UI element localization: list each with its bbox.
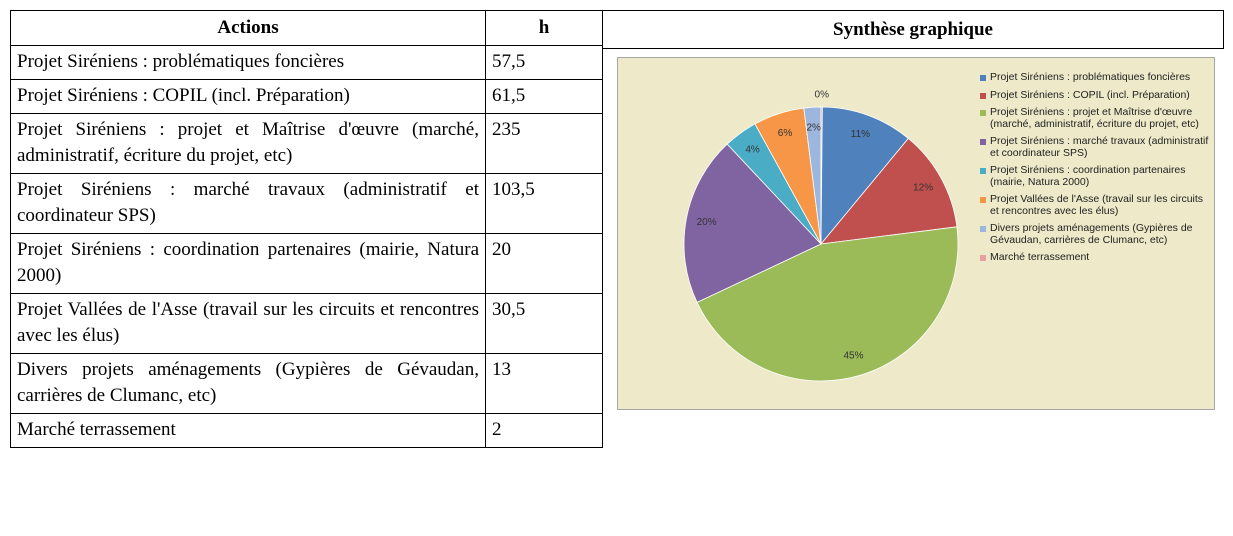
hours-cell: 20 (485, 233, 603, 294)
table-row: Projet Siréniens : projet et Maîtrise d'… (10, 113, 603, 174)
legend-swatch (980, 92, 986, 99)
legend: Projet Siréniens : problématiques fonciè… (980, 71, 1212, 270)
action-cell: Projet Siréniens : coordination partenai… (10, 233, 486, 294)
legend-label: Projet Siréniens : marché travaux (admin… (990, 135, 1209, 159)
slice-label: 12% (913, 183, 933, 194)
slice-label: 4% (745, 144, 760, 155)
pie-chart: 11% 12% 45% 20% 4% 6% 2% 0% (683, 90, 959, 382)
legend-label: Projet Siréniens : problématiques fonciè… (990, 71, 1191, 83)
legend-swatch (980, 139, 986, 145)
legend-item: Projet Siréniens : problématiques fonciè… (980, 71, 1212, 84)
hours-cell: 13 (485, 353, 603, 414)
hours-cell: 61,5 (485, 79, 603, 114)
legend-swatch (980, 168, 986, 174)
legend-label: Projet Siréniens : coordination partenai… (990, 164, 1186, 188)
hours-cell: 235 (485, 113, 603, 174)
legend-swatch (980, 197, 986, 203)
table-row: Projet Siréniens : marché travaux (admin… (10, 173, 603, 234)
table-row: Marché terrassement 2 (10, 413, 603, 448)
legend-item: Projet Siréniens : projet et Maîtrise d'… (980, 106, 1212, 130)
legend-swatch (980, 75, 986, 81)
table-row: Divers projets aménagements (Gypières de… (10, 353, 603, 414)
pie-slice (820, 137, 958, 245)
slice-label: 20% (697, 217, 717, 228)
legend-swatch (980, 226, 986, 232)
slice-label: 45% (843, 350, 863, 361)
hours-cell: 57,5 (485, 45, 603, 80)
legend-item: Divers projets aménagements (Gypières de… (980, 222, 1212, 246)
pie-slice (683, 143, 822, 303)
header-row: Actions h (10, 10, 603, 46)
slice-label: 11% (851, 129, 870, 140)
action-cell: Projet Vallées de l'Asse (travail sur le… (10, 293, 486, 354)
table-row: Projet Vallées de l'Asse (travail sur le… (10, 293, 603, 354)
legend-label: Projet Vallées de l'Asse (travail sur le… (990, 193, 1204, 217)
hours-cell: 2 (485, 413, 603, 448)
pie-slice (696, 226, 959, 382)
action-cell: Projet Siréniens : problématiques fonciè… (10, 45, 486, 80)
slice-label: 0% (815, 90, 830, 101)
hours-cell: 103,5 (485, 173, 603, 234)
hours-table: Actions h Projet Siréniens : problématiq… (10, 10, 603, 448)
legend-label: Projet Siréniens : projet et Maîtrise d'… (990, 106, 1199, 130)
legend-label: Divers projets aménagements (Gypières de… (990, 222, 1193, 246)
action-cell: Marché terrassement (10, 413, 486, 448)
pie-slice (820, 106, 909, 246)
slice-label: 2% (806, 122, 821, 133)
action-cell: Projet Siréniens : projet et Maîtrise d'… (10, 113, 486, 174)
chart-panel: 11% 12% 45% 20% 4% 6% 2% 0% Projet Siréniens : … (617, 57, 1215, 410)
legend-label: Projet Siréniens : COPIL (incl. Préparat… (990, 88, 1190, 101)
legend-swatch (980, 255, 986, 261)
action-cell: Divers projets aménagements (Gypières de… (10, 353, 486, 414)
slice-label: 6% (778, 128, 793, 139)
legend-item: Projet Siréniens : marché travaux (admin… (980, 135, 1212, 159)
action-cell: Projet Siréniens : COPIL (incl. Préparat… (10, 79, 486, 114)
table-row: Projet Siréniens : COPIL (incl. Préparat… (10, 79, 603, 114)
action-cell: Projet Siréniens : marché travaux (admin… (10, 173, 486, 234)
column-header: h (485, 10, 603, 46)
hours-cell: 30,5 (485, 293, 603, 354)
table-row: Projet Siréniens : coordination partenai… (10, 233, 603, 294)
legend-swatch (980, 110, 986, 116)
legend-label: Marché terrassement (990, 251, 1090, 263)
legend-item: Projet Siréniens : COPIL (incl. Préparat… (980, 88, 1212, 102)
table-row: Projet Siréniens : problématiques fonciè… (10, 45, 603, 80)
pie-slice (820, 106, 823, 245)
legend-item: Projet Vallées de l'Asse (travail sur le… (980, 193, 1212, 217)
legend-item: Marché terrassement (980, 251, 1212, 264)
column-header: Actions (10, 10, 486, 46)
legend-item: Projet Siréniens : coordination partenai… (980, 164, 1212, 188)
column-header: Synthèse graphique (603, 10, 1224, 49)
